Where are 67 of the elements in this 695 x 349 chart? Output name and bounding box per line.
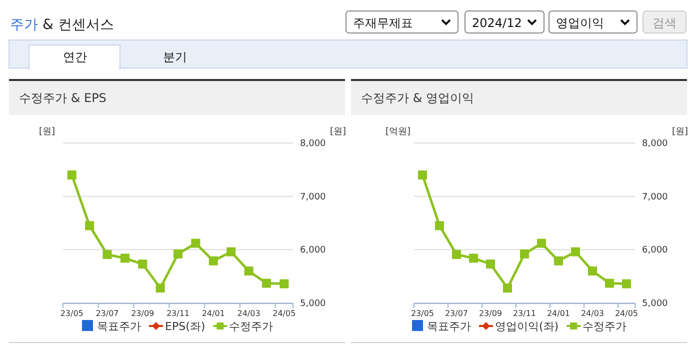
point [120, 254, 130, 263]
point [418, 170, 427, 180]
y2-axis-title: [원] [672, 127, 688, 137]
point [156, 284, 165, 293]
legend-label: 수정주가 [229, 320, 274, 333]
chart-title: 수정주가 & EPS [19, 91, 106, 105]
point [605, 278, 614, 288]
legend-label: 수정주가 [582, 320, 627, 333]
y2-axis-title: [원] [330, 127, 346, 137]
y2-tick-label: 5,000 [300, 299, 326, 309]
y2-tick-label: 8,000 [300, 139, 326, 149]
point [537, 238, 546, 248]
point [554, 256, 563, 266]
y2-tick-label: 7,000 [300, 192, 326, 202]
y2-tick-label: 6,000 [642, 246, 668, 256]
text: 영업이익 [556, 16, 604, 30]
point [503, 284, 512, 293]
point [174, 249, 182, 258]
y2-tick-label: 6,000 [300, 246, 326, 256]
y-axis-title: [원] [38, 127, 56, 137]
point [67, 170, 76, 180]
text: 연간 [63, 50, 87, 64]
y2-tick-label: 5,000 [642, 299, 668, 309]
y2-tick-label: 7,000 [642, 192, 668, 202]
point [208, 256, 218, 266]
point [469, 254, 478, 263]
x-tick-label: 24/01 [546, 309, 570, 318]
point [262, 278, 271, 288]
x-tick-label: 23/05 [60, 309, 84, 318]
legend-label: EPS(좌) [165, 320, 206, 333]
y-axis-title: [억원] [385, 127, 411, 137]
x-tick-label: 23/05 [410, 309, 434, 318]
text: 주가 & 컨센서스 [10, 17, 114, 33]
legend-label: 영업이익(좌) [495, 320, 559, 333]
x-tick-label: 24/05 [614, 309, 638, 318]
text: 주재무제표 [353, 16, 413, 30]
point [102, 250, 112, 259]
x-tick-label: 23/07 [444, 309, 468, 318]
x-tick-label: 24/03 [580, 309, 604, 318]
point [244, 266, 254, 276]
text: 분기 [163, 50, 187, 64]
text: 검색 [652, 16, 676, 30]
legend-label: 목표주가 [427, 320, 471, 333]
x-tick-label: 24/03 [237, 309, 260, 318]
point [486, 260, 495, 269]
chart-title: 수정주가 & 영업이익 [361, 91, 474, 105]
point [138, 260, 148, 269]
x-tick-label: 24/05 [272, 309, 296, 318]
point [85, 221, 94, 230]
x-tick-label: 23/09 [131, 309, 154, 318]
y2-tick-label: 8,000 [642, 139, 668, 149]
point [226, 247, 236, 256]
legend-label: 목표주가 [97, 320, 141, 333]
x-tick-label: 23/09 [478, 309, 502, 318]
point [280, 279, 289, 288]
point [571, 247, 580, 256]
point [588, 266, 597, 276]
x-tick-label: 23/07 [96, 309, 119, 318]
x-tick-label: 23/11 [512, 309, 536, 318]
x-tick-label: 23/11 [166, 309, 190, 318]
x-tick-label: 24/01 [202, 309, 225, 318]
point [191, 238, 200, 248]
point [452, 250, 461, 259]
point [622, 279, 631, 288]
point [435, 221, 444, 230]
point [520, 249, 529, 258]
text: 2024/12 [472, 16, 522, 30]
